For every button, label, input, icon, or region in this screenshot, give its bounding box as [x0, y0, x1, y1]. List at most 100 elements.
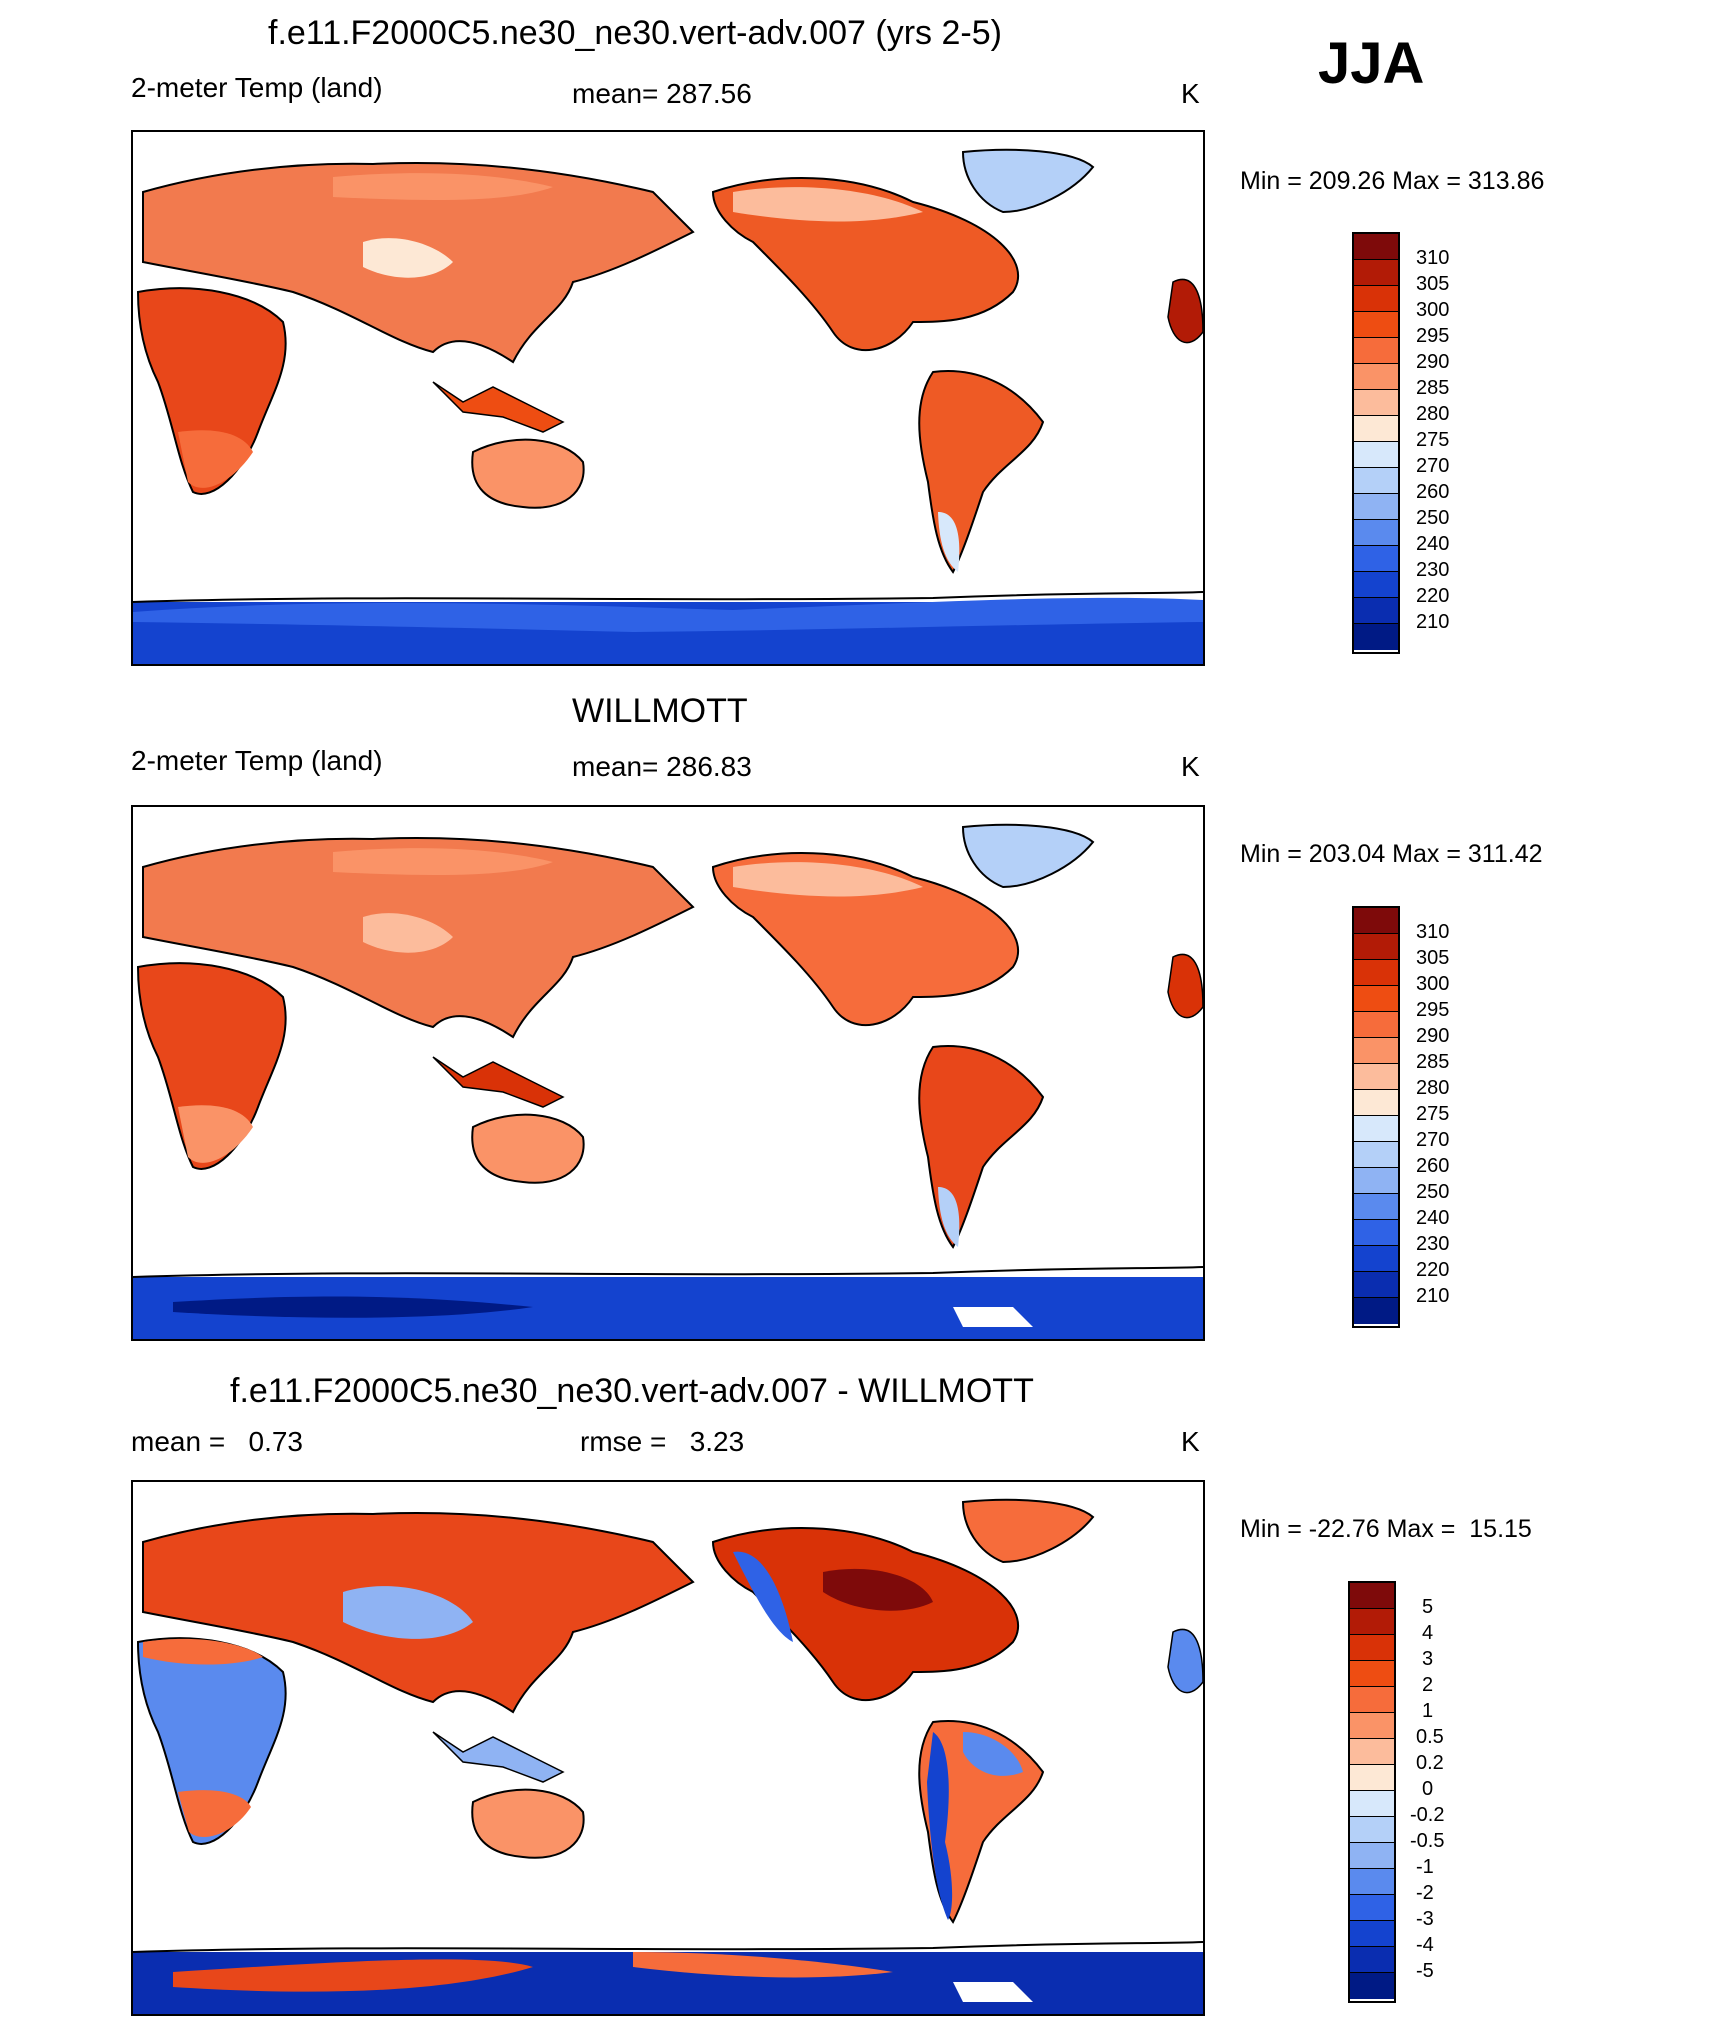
panel-3-map [131, 1480, 1205, 2016]
colorbar-label: 290 [1416, 351, 1450, 373]
colorbar-label: 230 [1416, 559, 1450, 581]
colorbar-label: -0.5 [1410, 1830, 1445, 1852]
colorbar-box [1354, 468, 1398, 494]
colorbar-label: 240 [1416, 1207, 1450, 1229]
patagonia-cool-region [938, 512, 960, 572]
colorbar-box [1350, 1687, 1394, 1713]
panel-3-units: K [1181, 1426, 1200, 1457]
panel-2-units: K [1181, 751, 1200, 782]
colorbar-label: 275 [1416, 429, 1450, 451]
colorbar-label: 280 [1416, 403, 1450, 425]
panel-3-rmse: rmse = 3.23 [580, 1426, 745, 1457]
colorbar-box [1354, 1090, 1398, 1116]
colorbar-label: 3 [1422, 1648, 1434, 1670]
colorbar-label: 305 [1416, 273, 1450, 295]
canada-cool-region [733, 187, 923, 222]
north-america-land [711, 1527, 1019, 1701]
patagonia-cool-region [938, 1187, 960, 1247]
south-america-land [918, 370, 1045, 574]
south-africa-warm [178, 1790, 251, 1838]
colorbar-label: 0.5 [1416, 1726, 1444, 1748]
colorbar-box [1354, 598, 1398, 624]
australia-land [471, 1113, 585, 1184]
colorbar-label: 270 [1416, 455, 1450, 477]
colorbar-box [1354, 546, 1398, 572]
antarctica-land [133, 1266, 1203, 1339]
colorbar-box [1350, 1583, 1394, 1609]
colorbar-box [1354, 338, 1398, 364]
north-america-land [711, 852, 1019, 1026]
colorbar-label: 260 [1416, 1155, 1450, 1177]
colorbar-box [1354, 494, 1398, 520]
colorbar-label: 250 [1416, 1181, 1450, 1203]
se-asia-islands [432, 1056, 565, 1108]
colorbar-box [1350, 1609, 1394, 1635]
panel-1-variable: 2-meter Temp (land) [131, 72, 383, 103]
colorbar-label: 290 [1416, 1025, 1450, 1047]
south-africa-cool [178, 430, 253, 488]
colorbar-box [1350, 1739, 1394, 1765]
tibet-mixed-region [343, 1586, 473, 1639]
panel-1-map-canvas [133, 148, 1203, 664]
colorbar-box [1354, 986, 1398, 1012]
colorbar-label: 210 [1416, 1285, 1450, 1307]
colorbar-box [1350, 1817, 1394, 1843]
colorbar-box [1350, 1973, 1394, 1999]
colorbar-box [1354, 572, 1398, 598]
colorbar-label: 280 [1416, 1077, 1450, 1099]
west-africa-edge [1167, 1628, 1203, 1694]
antarctica-land [133, 1941, 1203, 2014]
colorbar-box [1350, 1661, 1394, 1687]
colorbar-box [1354, 1272, 1398, 1298]
panel-2-variable: 2-meter Temp (land) [131, 745, 383, 776]
colorbar-box [1354, 234, 1398, 260]
panel-2-map [131, 805, 1205, 1341]
amazon-cool-region [963, 1732, 1023, 1776]
colorbar-label: -1 [1416, 1856, 1434, 1878]
colorbar-box [1354, 442, 1398, 468]
panel-3-mean: mean = 0.73 [131, 1426, 304, 1457]
colorbar-box [1354, 1064, 1398, 1090]
colorbar-box [1350, 1895, 1394, 1921]
colorbar-box [1354, 364, 1398, 390]
west-africa-edge [1167, 953, 1203, 1019]
panel-2-minmax: Min = 203.04 Max = 311.42 [1240, 840, 1543, 868]
colorbar-box [1354, 390, 1398, 416]
colorbar-label: 310 [1416, 921, 1450, 943]
colorbar-label: 305 [1416, 947, 1450, 969]
colorbar-box [1354, 1298, 1398, 1324]
colorbar-box [1350, 1921, 1394, 1947]
antarctica-land [133, 591, 1203, 664]
colorbar-label: 270 [1416, 1129, 1450, 1151]
sahara-warm [143, 1638, 263, 1665]
greenland-land [961, 148, 1095, 214]
colorbar-box [1354, 1220, 1398, 1246]
colorbar-label: 300 [1416, 973, 1450, 995]
andes-cool-region [927, 1732, 953, 1920]
colorbar-box [1354, 520, 1398, 546]
colorbar-label: 5 [1422, 1596, 1434, 1618]
colorbar-box [1354, 286, 1398, 312]
panel-1-mean: mean= 287.56 [572, 78, 752, 109]
colorbar-box [1354, 624, 1398, 650]
colorbar-box [1354, 1194, 1398, 1220]
colorbar-box [1350, 1713, 1394, 1739]
colorbar-label: 4 [1422, 1622, 1434, 1644]
colorbar-label: 310 [1416, 247, 1450, 269]
colorbar-label: 295 [1416, 325, 1450, 347]
colorbar-label: 240 [1416, 533, 1450, 555]
panel-2-mean: mean= 286.83 [572, 751, 752, 782]
colorbar-label: 210 [1416, 611, 1450, 633]
colorbar-box [1354, 908, 1398, 934]
greenland-land [961, 1498, 1095, 1564]
colorbar-label: 1 [1422, 1700, 1434, 1722]
panel-3-minmax: Min = -22.76 Max = 15.15 [1240, 1515, 1532, 1543]
tibet-cold-region [363, 913, 453, 953]
siberia-warm-region [333, 173, 553, 200]
colorbar-label: 285 [1416, 1051, 1450, 1073]
colorbar-box [1354, 1038, 1398, 1064]
siberia-region [333, 848, 553, 875]
colorbar-label: 250 [1416, 507, 1450, 529]
colorbar-label: -5 [1416, 1960, 1434, 1982]
panel-2-map-canvas [133, 823, 1203, 1339]
